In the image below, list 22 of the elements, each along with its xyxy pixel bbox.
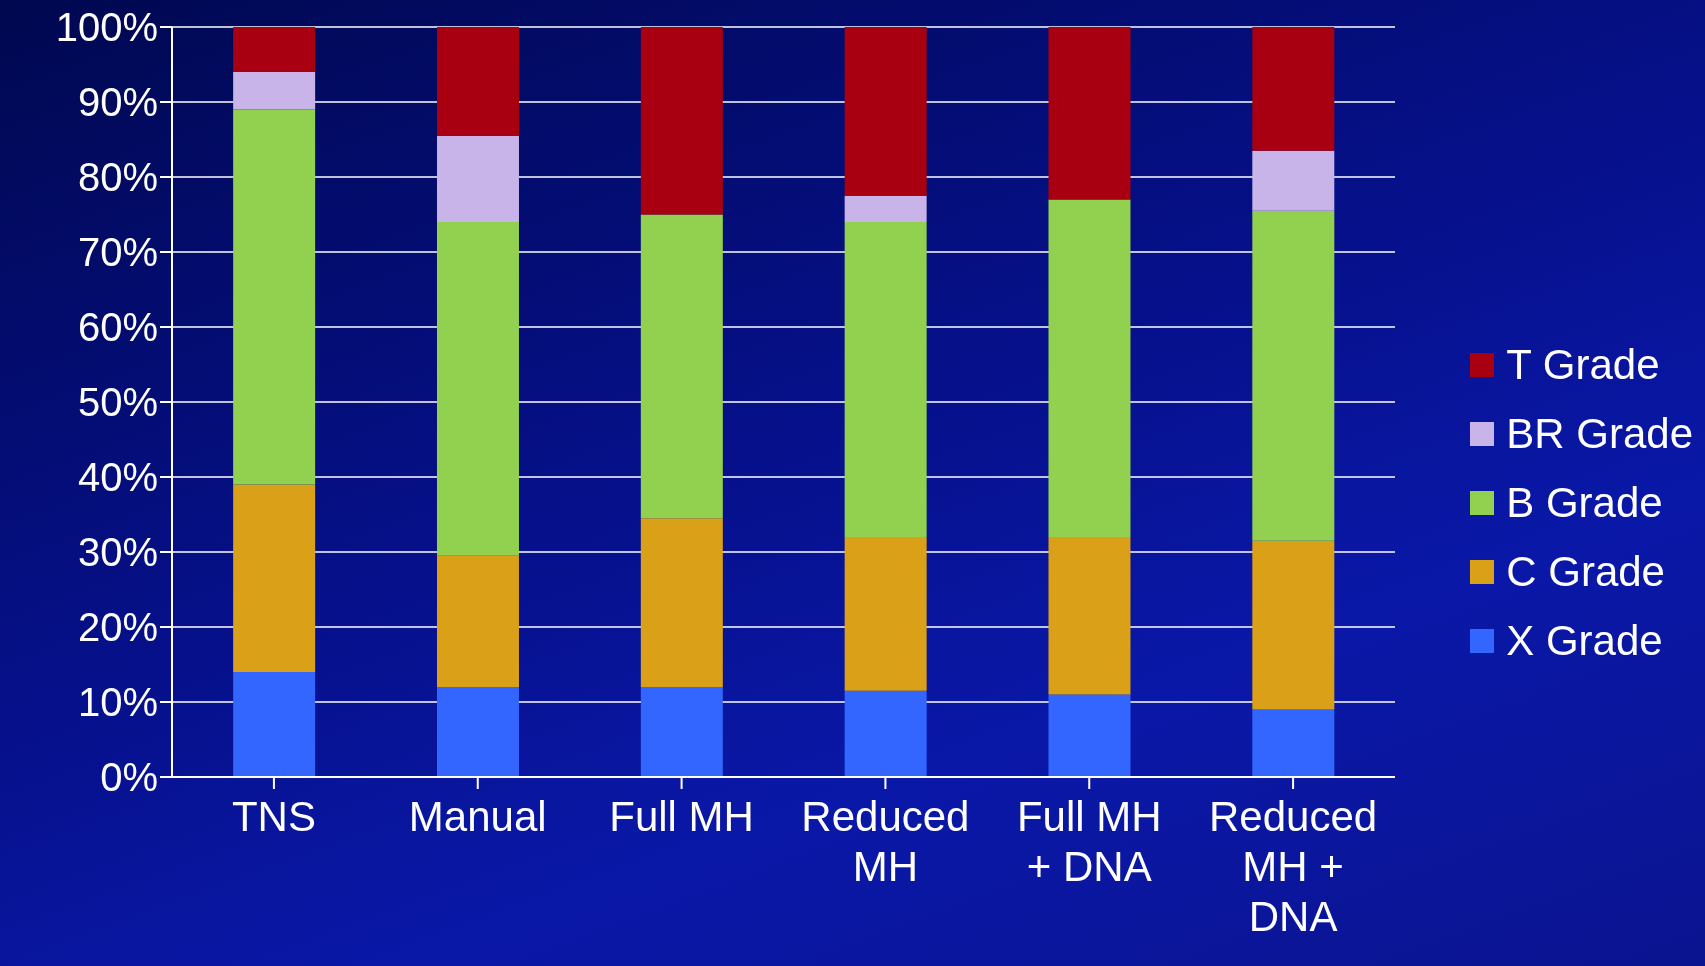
y-tick-label: 0% bbox=[100, 755, 158, 800]
x-tick-label: Reduced MH bbox=[801, 793, 970, 890]
y-tick-label: 40% bbox=[77, 455, 158, 500]
legend-label: B Grade bbox=[1506, 478, 1663, 527]
x-tick-label: Full MH bbox=[609, 793, 754, 840]
y-tick-label: 80% bbox=[77, 155, 158, 200]
y-tick-label: 20% bbox=[77, 605, 158, 650]
y-tick-label: 90% bbox=[77, 80, 158, 125]
y-tick-label: 70% bbox=[77, 230, 158, 275]
x-tick-label: Full MH + DNA bbox=[1016, 793, 1162, 890]
legend-label: X Grade bbox=[1506, 616, 1663, 665]
legend-label: C Grade bbox=[1506, 547, 1665, 596]
x-tick-label: TNS bbox=[231, 793, 316, 840]
y-tick-label: 50% bbox=[77, 380, 158, 425]
x-tick-label: Reduced MH + DNA bbox=[1209, 793, 1378, 940]
y-tick-label: 10% bbox=[77, 680, 158, 725]
legend-label: T Grade bbox=[1506, 340, 1660, 389]
y-tick-label: 100% bbox=[55, 5, 158, 50]
x-tick-label: Manual bbox=[408, 793, 547, 840]
y-tick-label: 60% bbox=[77, 305, 158, 350]
legend-label: BR Grade bbox=[1506, 409, 1693, 458]
y-tick-label: 30% bbox=[77, 530, 158, 575]
